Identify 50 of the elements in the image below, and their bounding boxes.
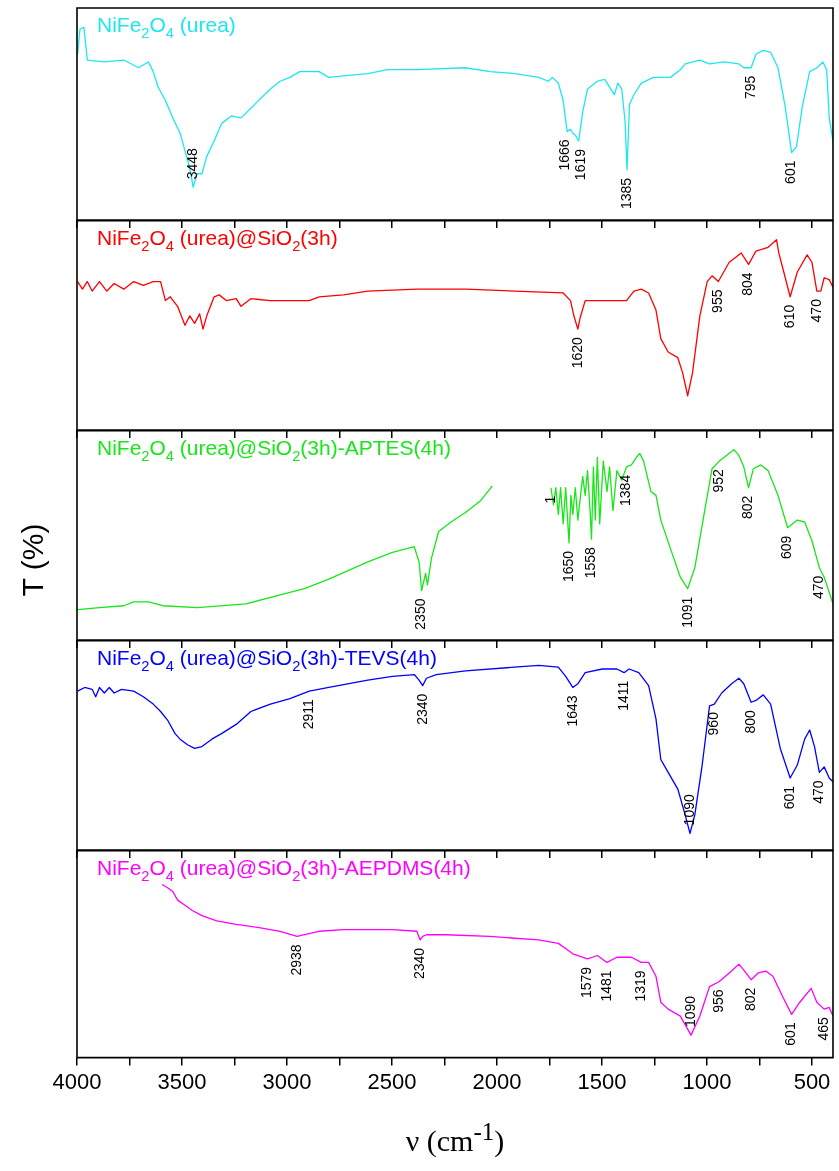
annotation: 470 bbox=[810, 780, 827, 804]
annotation: 609 bbox=[778, 535, 795, 560]
x-tick-label: 3000 bbox=[262, 1068, 312, 1094]
annotation: 601 bbox=[782, 160, 799, 184]
x-tick-label: 3500 bbox=[157, 1068, 207, 1094]
annotation: 952 bbox=[710, 468, 727, 493]
annotation: 804 bbox=[739, 272, 756, 296]
x-axis-title: ν (cm$^{-1}$) bbox=[404, 1118, 506, 1158]
annotation: 1619 bbox=[571, 148, 588, 181]
annotation: 470 bbox=[810, 575, 827, 600]
annotation: 1620 bbox=[568, 336, 585, 369]
annotation: 802 bbox=[739, 495, 756, 520]
annotation: 610 bbox=[781, 304, 798, 329]
annotation: 2340 bbox=[411, 947, 427, 980]
annotation: 1384 bbox=[617, 474, 634, 506]
x-tick-label: 1000 bbox=[682, 1068, 732, 1094]
annotation: 2938 bbox=[287, 944, 304, 976]
x-tick-label: 4000 bbox=[52, 1068, 102, 1094]
annotation: 465 bbox=[815, 1016, 832, 1041]
annotation: 1650 bbox=[559, 550, 576, 583]
annotation: 1579 bbox=[578, 966, 595, 999]
annotation: 1558 bbox=[582, 546, 599, 579]
annotation: 2340 bbox=[413, 693, 430, 725]
annotation: 800 bbox=[741, 710, 758, 734]
annotation: 1091 bbox=[678, 596, 695, 628]
annotation: 601 bbox=[781, 785, 798, 810]
annotation: 802 bbox=[741, 987, 758, 1012]
annotation: 1090 bbox=[681, 995, 698, 1028]
annotation: 1090 bbox=[680, 794, 697, 826]
annotation: 2911 bbox=[300, 698, 317, 730]
x-tick-label: 500 bbox=[793, 1068, 831, 1094]
annotation: 1 bbox=[541, 495, 558, 504]
annotation: 1643 bbox=[563, 695, 580, 727]
annotation: 1411 bbox=[614, 680, 631, 711]
x-tick-label: 2500 bbox=[367, 1068, 417, 1094]
x-tick-label: 1500 bbox=[577, 1068, 627, 1094]
annotation: 1666 bbox=[555, 139, 572, 171]
annotation: 3448 bbox=[183, 147, 200, 180]
annotation: 955 bbox=[709, 289, 726, 313]
x-tick-label: 2000 bbox=[472, 1068, 522, 1094]
y-axis-title: T (%) bbox=[16, 523, 50, 597]
annotation: 1481 bbox=[597, 970, 614, 1002]
annotation: 795 bbox=[741, 75, 758, 100]
annotation: 960 bbox=[705, 711, 722, 736]
annotation: 601 bbox=[782, 1022, 799, 1046]
annotation: 1385 bbox=[617, 177, 634, 210]
annotation: 470 bbox=[807, 298, 824, 323]
annotation: 2350 bbox=[412, 598, 429, 630]
annotation: 956 bbox=[710, 989, 727, 1013]
annotation: 1319 bbox=[632, 970, 649, 1002]
